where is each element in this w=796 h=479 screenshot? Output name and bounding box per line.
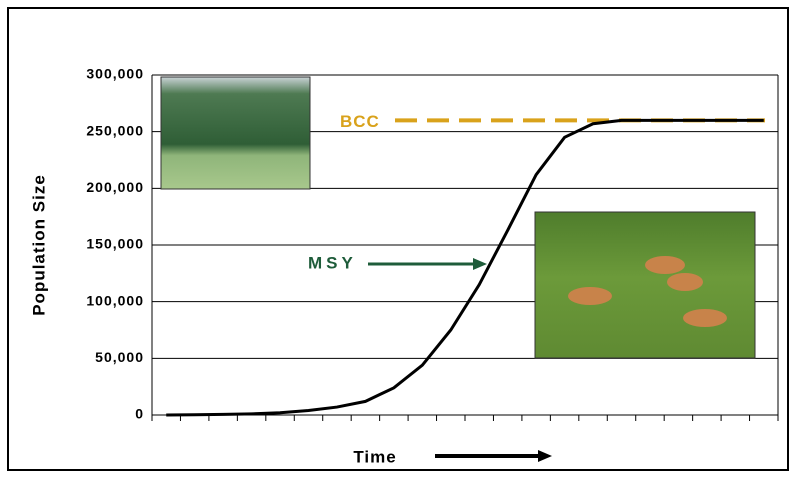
y-tick-label: 0 <box>135 406 144 422</box>
x-axis-label: Time <box>353 447 396 466</box>
deer-photo <box>534 211 756 359</box>
y-tick-label: 250,000 <box>86 122 144 138</box>
msy-label: MSY <box>308 253 357 272</box>
deer <box>568 256 727 327</box>
y-axis-label: Population Size <box>29 174 48 316</box>
bcc-label: BCC <box>340 112 380 131</box>
y-tick-label: 200,000 <box>86 179 144 195</box>
forest-photo <box>160 76 311 190</box>
y-tick-label: 150,000 <box>86 236 144 252</box>
msy-arrow-head <box>473 258 487 270</box>
population-line <box>166 118 764 417</box>
time-arrow-head <box>538 450 552 462</box>
y-tick-label: 50,000 <box>95 349 144 365</box>
y-tick-label: 100,000 <box>86 292 144 308</box>
y-tick-label: 300,000 <box>86 66 144 82</box>
